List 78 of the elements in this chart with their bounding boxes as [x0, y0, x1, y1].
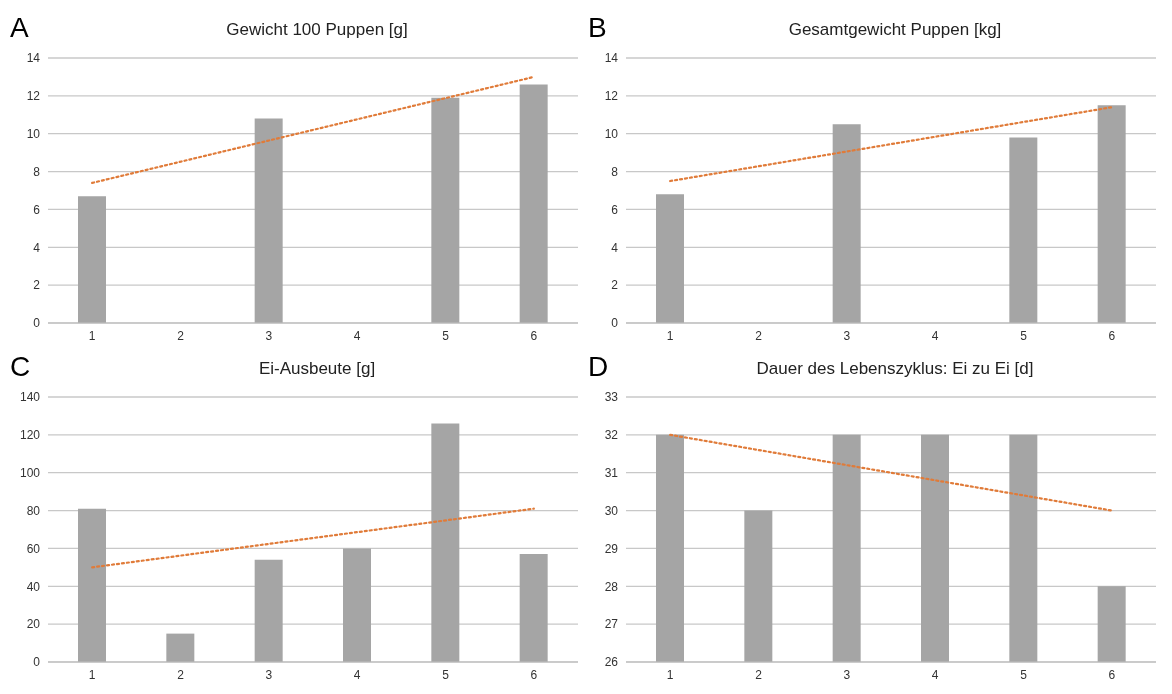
bar: [431, 97, 460, 323]
text: B: [588, 12, 607, 44]
bar: [656, 194, 684, 323]
y-tick-label: 120: [19, 428, 41, 443]
y-tick-label: 0: [33, 655, 41, 670]
y-tick-label: 6: [33, 202, 41, 217]
y-tick-label: 100: [19, 465, 41, 480]
x-tick-label: 1: [666, 667, 674, 682]
chart-title: Gewicht 100 Puppen [g]: [225, 20, 409, 40]
text: C: [10, 351, 31, 383]
y-tick-label: 40: [26, 579, 41, 594]
x-tick-label: 2: [177, 328, 185, 343]
y-tick-label: 140: [19, 390, 41, 405]
x-tick-label: 2: [755, 328, 763, 343]
y-tick-label: 2: [611, 278, 619, 293]
bar: [166, 633, 195, 662]
y-tick-label: 12: [604, 89, 619, 104]
bar: [1097, 105, 1126, 323]
bar: [343, 548, 371, 662]
y-tick-label: 14: [26, 51, 41, 66]
y-tick-label: 8: [611, 164, 619, 179]
bar: [431, 423, 460, 662]
bar: [519, 554, 548, 662]
x-tick-label: 2: [755, 667, 763, 682]
y-tick-label: 12: [26, 89, 41, 104]
bar: [1009, 137, 1038, 323]
x-tick-label: 6: [1108, 667, 1116, 682]
y-tick-label: 6: [611, 202, 619, 217]
x-tick-label: 1: [88, 328, 96, 343]
x-tick-label: 1: [88, 667, 96, 682]
text: A: [10, 12, 29, 44]
y-tick-label: 60: [26, 541, 41, 556]
y-tick-label: 0: [33, 316, 41, 331]
y-tick-label: 32: [604, 428, 619, 443]
y-tick-label: 8: [33, 164, 41, 179]
x-tick-label: 6: [530, 667, 538, 682]
bar: [78, 196, 106, 323]
bar: [254, 559, 283, 662]
x-tick-label: 4: [353, 667, 361, 682]
x-tick-label: 2: [177, 667, 185, 682]
chart-title: Dauer des Lebenszyklus: Ei zu Ei [d]: [755, 359, 1035, 379]
x-tick-label: 4: [353, 328, 361, 343]
y-tick-label: 29: [604, 541, 619, 556]
y-tick-label: 2: [33, 278, 41, 293]
y-tick-label: 4: [611, 240, 619, 255]
y-tick-label: 20: [26, 617, 41, 632]
x-tick-label: 4: [931, 328, 939, 343]
x-tick-label: 5: [1020, 667, 1028, 682]
x-tick-label: 3: [843, 328, 851, 343]
x-tick-label: 3: [265, 328, 273, 343]
y-tick-label: 10: [604, 126, 619, 141]
chart-title: Gesamtgewicht Puppen [kg]: [787, 20, 1003, 40]
x-tick-label: 6: [1108, 328, 1116, 343]
chart-title: Ei-Ausbeute [g]: [257, 359, 377, 379]
y-tick-label: 28: [604, 579, 619, 594]
bar: [832, 124, 861, 323]
x-tick-label: 4: [931, 667, 939, 682]
x-tick-label: 5: [442, 328, 450, 343]
y-tick-label: 27: [604, 617, 619, 632]
y-tick-label: 80: [26, 503, 41, 518]
y-tick-label: 10: [26, 126, 41, 141]
x-tick-label: 3: [265, 667, 273, 682]
x-tick-label: 5: [1020, 328, 1028, 343]
y-tick-label: 33: [604, 390, 619, 405]
x-tick-label: 1: [666, 328, 674, 343]
y-tick-label: 26: [604, 655, 619, 670]
text: D: [588, 351, 609, 383]
bar: [254, 118, 283, 323]
y-tick-label: 30: [604, 503, 619, 518]
x-tick-label: 3: [843, 667, 851, 682]
y-tick-label: 4: [33, 240, 41, 255]
bar: [519, 84, 548, 323]
x-tick-label: 5: [442, 667, 450, 682]
y-tick-label: 0: [611, 316, 619, 331]
bar: [78, 508, 106, 662]
y-tick-label: 31: [604, 465, 619, 480]
x-tick-label: 6: [530, 328, 538, 343]
y-tick-label: 14: [604, 51, 619, 66]
